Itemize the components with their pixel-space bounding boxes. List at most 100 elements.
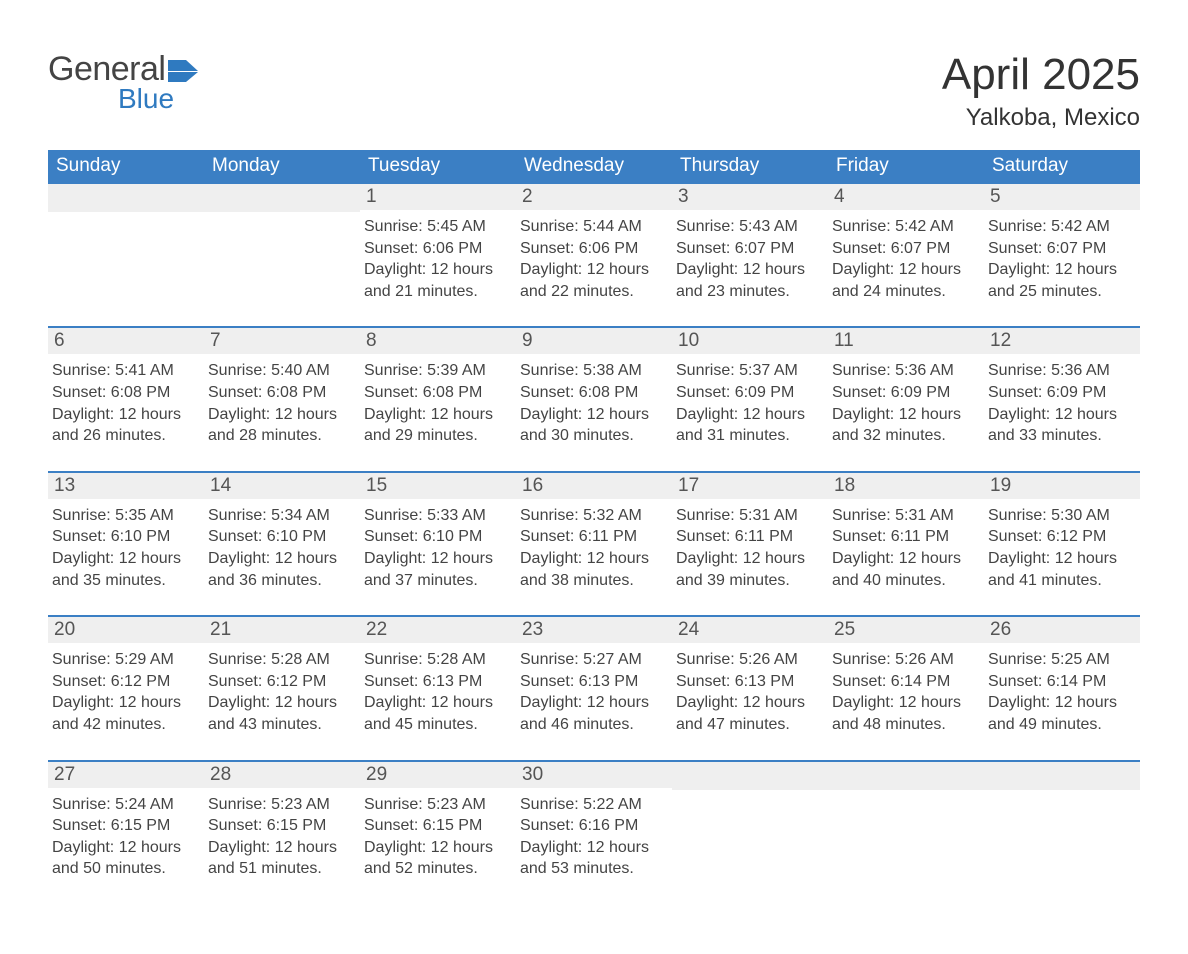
daylight-line: Daylight: 12 hours and 48 minutes. — [832, 692, 980, 735]
day-cell: 1Sunrise: 5:45 AMSunset: 6:06 PMDaylight… — [360, 183, 516, 327]
day-number: 28 — [204, 762, 360, 788]
sunset-line: Sunset: 6:08 PM — [364, 382, 512, 404]
sunset-line: Sunset: 6:07 PM — [988, 238, 1136, 260]
logo-flag-icon — [168, 60, 198, 82]
empty-day-content — [48, 212, 204, 322]
sunrise-line: Sunrise: 5:43 AM — [676, 216, 824, 238]
daylight-line: Daylight: 12 hours and 29 minutes. — [364, 404, 512, 447]
sunrise-line: Sunrise: 5:36 AM — [832, 360, 980, 382]
day-content: Sunrise: 5:42 AMSunset: 6:07 PMDaylight:… — [984, 210, 1140, 326]
empty-day-content — [204, 212, 360, 322]
day-cell: 9Sunrise: 5:38 AMSunset: 6:08 PMDaylight… — [516, 327, 672, 471]
daylight-line: Daylight: 12 hours and 36 minutes. — [208, 548, 356, 591]
day-cell — [672, 761, 828, 904]
day-cell: 4Sunrise: 5:42 AMSunset: 6:07 PMDaylight… — [828, 183, 984, 327]
logo-text-blue: Blue — [118, 83, 174, 115]
sunrise-line: Sunrise: 5:24 AM — [52, 794, 200, 816]
daylight-line: Daylight: 12 hours and 25 minutes. — [988, 259, 1136, 302]
day-header: Tuesday — [360, 150, 516, 183]
sunset-line: Sunset: 6:13 PM — [520, 671, 668, 693]
day-content: Sunrise: 5:36 AMSunset: 6:09 PMDaylight:… — [828, 354, 984, 470]
day-header-row: SundayMondayTuesdayWednesdayThursdayFrid… — [48, 150, 1140, 183]
sunrise-line: Sunrise: 5:32 AM — [520, 505, 668, 527]
header: General Blue April 2025 Yalkoba, Mexico — [48, 50, 1140, 132]
day-cell: 29Sunrise: 5:23 AMSunset: 6:15 PMDayligh… — [360, 761, 516, 904]
day-content: Sunrise: 5:39 AMSunset: 6:08 PMDaylight:… — [360, 354, 516, 470]
day-cell: 17Sunrise: 5:31 AMSunset: 6:11 PMDayligh… — [672, 472, 828, 616]
day-number: 18 — [828, 473, 984, 499]
day-number: 29 — [360, 762, 516, 788]
day-cell: 24Sunrise: 5:26 AMSunset: 6:13 PMDayligh… — [672, 616, 828, 760]
sunrise-line: Sunrise: 5:30 AM — [988, 505, 1136, 527]
sunset-line: Sunset: 6:11 PM — [832, 526, 980, 548]
sunrise-line: Sunrise: 5:23 AM — [208, 794, 356, 816]
sunset-line: Sunset: 6:13 PM — [364, 671, 512, 693]
day-content: Sunrise: 5:27 AMSunset: 6:13 PMDaylight:… — [516, 643, 672, 759]
sunrise-line: Sunrise: 5:26 AM — [832, 649, 980, 671]
day-cell: 21Sunrise: 5:28 AMSunset: 6:12 PMDayligh… — [204, 616, 360, 760]
sunset-line: Sunset: 6:08 PM — [52, 382, 200, 404]
day-cell: 6Sunrise: 5:41 AMSunset: 6:08 PMDaylight… — [48, 327, 204, 471]
day-content: Sunrise: 5:34 AMSunset: 6:10 PMDaylight:… — [204, 499, 360, 615]
daylight-line: Daylight: 12 hours and 26 minutes. — [52, 404, 200, 447]
daylight-line: Daylight: 12 hours and 46 minutes. — [520, 692, 668, 735]
day-content: Sunrise: 5:43 AMSunset: 6:07 PMDaylight:… — [672, 210, 828, 326]
sunrise-line: Sunrise: 5:42 AM — [832, 216, 980, 238]
day-header: Friday — [828, 150, 984, 183]
day-content: Sunrise: 5:30 AMSunset: 6:12 PMDaylight:… — [984, 499, 1140, 615]
day-content: Sunrise: 5:35 AMSunset: 6:10 PMDaylight:… — [48, 499, 204, 615]
day-number: 27 — [48, 762, 204, 788]
day-content: Sunrise: 5:28 AMSunset: 6:13 PMDaylight:… — [360, 643, 516, 759]
logo: General Blue — [48, 50, 198, 115]
sunset-line: Sunset: 6:15 PM — [364, 815, 512, 837]
calendar-table: SundayMondayTuesdayWednesdayThursdayFrid… — [48, 150, 1140, 904]
sunset-line: Sunset: 6:09 PM — [988, 382, 1136, 404]
daylight-line: Daylight: 12 hours and 39 minutes. — [676, 548, 824, 591]
empty-day-number — [984, 762, 1140, 790]
day-cell: 23Sunrise: 5:27 AMSunset: 6:13 PMDayligh… — [516, 616, 672, 760]
day-number: 8 — [360, 328, 516, 354]
daylight-line: Daylight: 12 hours and 45 minutes. — [364, 692, 512, 735]
day-cell: 28Sunrise: 5:23 AMSunset: 6:15 PMDayligh… — [204, 761, 360, 904]
day-number: 9 — [516, 328, 672, 354]
daylight-line: Daylight: 12 hours and 37 minutes. — [364, 548, 512, 591]
sunrise-line: Sunrise: 5:35 AM — [52, 505, 200, 527]
day-content: Sunrise: 5:37 AMSunset: 6:09 PMDaylight:… — [672, 354, 828, 470]
day-header: Thursday — [672, 150, 828, 183]
empty-day-number — [204, 184, 360, 212]
sunrise-line: Sunrise: 5:41 AM — [52, 360, 200, 382]
day-cell: 2Sunrise: 5:44 AMSunset: 6:06 PMDaylight… — [516, 183, 672, 327]
day-content: Sunrise: 5:26 AMSunset: 6:13 PMDaylight:… — [672, 643, 828, 759]
sunset-line: Sunset: 6:14 PM — [988, 671, 1136, 693]
daylight-line: Daylight: 12 hours and 52 minutes. — [364, 837, 512, 880]
day-cell — [984, 761, 1140, 904]
day-number: 11 — [828, 328, 984, 354]
sunrise-line: Sunrise: 5:31 AM — [676, 505, 824, 527]
day-header: Sunday — [48, 150, 204, 183]
day-content: Sunrise: 5:38 AMSunset: 6:08 PMDaylight:… — [516, 354, 672, 470]
empty-day-number — [672, 762, 828, 790]
daylight-line: Daylight: 12 hours and 38 minutes. — [520, 548, 668, 591]
daylight-line: Daylight: 12 hours and 22 minutes. — [520, 259, 668, 302]
daylight-line: Daylight: 12 hours and 43 minutes. — [208, 692, 356, 735]
sunrise-line: Sunrise: 5:29 AM — [52, 649, 200, 671]
day-number: 26 — [984, 617, 1140, 643]
day-content: Sunrise: 5:40 AMSunset: 6:08 PMDaylight:… — [204, 354, 360, 470]
week-row: 27Sunrise: 5:24 AMSunset: 6:15 PMDayligh… — [48, 761, 1140, 904]
daylight-line: Daylight: 12 hours and 41 minutes. — [988, 548, 1136, 591]
day-cell: 7Sunrise: 5:40 AMSunset: 6:08 PMDaylight… — [204, 327, 360, 471]
daylight-line: Daylight: 12 hours and 47 minutes. — [676, 692, 824, 735]
daylight-line: Daylight: 12 hours and 53 minutes. — [520, 837, 668, 880]
day-cell: 10Sunrise: 5:37 AMSunset: 6:09 PMDayligh… — [672, 327, 828, 471]
day-number: 7 — [204, 328, 360, 354]
day-content: Sunrise: 5:32 AMSunset: 6:11 PMDaylight:… — [516, 499, 672, 615]
day-content: Sunrise: 5:25 AMSunset: 6:14 PMDaylight:… — [984, 643, 1140, 759]
day-number: 2 — [516, 184, 672, 210]
sunset-line: Sunset: 6:13 PM — [676, 671, 824, 693]
day-cell: 27Sunrise: 5:24 AMSunset: 6:15 PMDayligh… — [48, 761, 204, 904]
day-content: Sunrise: 5:29 AMSunset: 6:12 PMDaylight:… — [48, 643, 204, 759]
sunrise-line: Sunrise: 5:34 AM — [208, 505, 356, 527]
day-number: 13 — [48, 473, 204, 499]
sunset-line: Sunset: 6:14 PM — [832, 671, 980, 693]
day-number: 25 — [828, 617, 984, 643]
